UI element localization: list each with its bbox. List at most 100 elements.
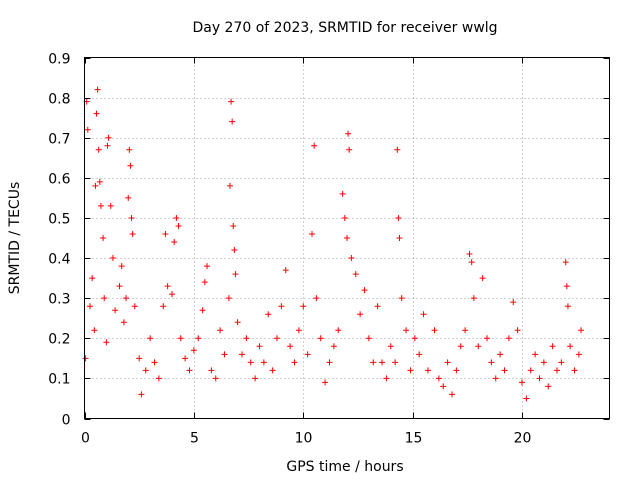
y-tick-label: 0.8 — [48, 92, 70, 108]
data-point — [239, 351, 245, 358]
data-point — [226, 182, 233, 189]
data-point — [497, 351, 504, 358]
data-point — [374, 303, 381, 310]
x-tick-label: 20 — [514, 431, 532, 447]
y-tick-label: 0.6 — [48, 172, 70, 188]
data-point — [562, 259, 569, 266]
data-point — [431, 327, 438, 334]
data-point — [394, 146, 401, 153]
data-point — [523, 395, 530, 402]
data-point — [195, 335, 202, 342]
data-point — [112, 307, 119, 314]
x-tick-label: 10 — [295, 431, 313, 447]
data-point — [256, 343, 263, 350]
axis-ticks — [84, 57, 610, 420]
data-point — [95, 146, 102, 153]
data-point — [407, 367, 414, 374]
data-point — [199, 307, 206, 314]
data-point — [395, 214, 402, 221]
data-point — [229, 118, 236, 125]
data-point — [370, 359, 377, 366]
y-tick-label: 0.2 — [48, 332, 70, 348]
y-tick-label: 0.4 — [48, 252, 70, 268]
data-point — [228, 98, 235, 105]
data-point — [387, 343, 394, 350]
data-point — [435, 375, 442, 382]
data-point — [182, 355, 189, 362]
data-point — [564, 303, 571, 310]
data-point — [514, 327, 521, 334]
data-point — [109, 255, 116, 262]
data-point — [217, 327, 224, 334]
data-points — [82, 86, 585, 402]
data-point — [231, 247, 238, 254]
data-point — [190, 347, 197, 354]
data-point — [252, 375, 259, 382]
data-point — [86, 303, 93, 310]
y-tick-label: 0.9 — [48, 52, 70, 68]
data-point — [479, 275, 486, 282]
data-point — [274, 335, 280, 342]
data-point — [398, 295, 405, 302]
data-point — [462, 327, 469, 334]
data-point — [243, 335, 250, 342]
data-point — [155, 375, 162, 382]
data-point — [339, 190, 346, 197]
data-point — [411, 335, 418, 342]
data-point — [160, 303, 167, 310]
data-point — [567, 343, 574, 350]
data-point — [120, 319, 127, 326]
data-point — [468, 259, 475, 266]
data-point — [344, 235, 350, 241]
data-point — [208, 367, 215, 374]
data-point — [105, 134, 112, 141]
data-point — [453, 367, 460, 374]
data-point — [488, 359, 495, 366]
data-point — [449, 391, 455, 398]
data-point — [475, 343, 482, 350]
data-point — [123, 295, 130, 302]
data-point — [346, 146, 353, 153]
data-point — [578, 327, 585, 334]
data-point — [536, 375, 543, 382]
data-point — [82, 355, 89, 362]
data-point — [345, 130, 352, 137]
data-point — [322, 379, 329, 386]
data-point — [300, 303, 307, 310]
data-point — [510, 299, 517, 306]
data-point — [126, 146, 133, 153]
plot-frame — [84, 57, 610, 419]
data-point — [527, 367, 534, 374]
data-point — [136, 355, 143, 362]
data-point — [89, 275, 96, 282]
y-tick-label: 0 — [62, 413, 71, 429]
data-point — [260, 359, 267, 366]
data-point — [234, 319, 241, 326]
grid — [84, 57, 610, 419]
data-point — [532, 351, 539, 358]
data-point — [383, 375, 390, 382]
data-point — [313, 295, 320, 302]
data-point — [304, 351, 311, 358]
data-point — [164, 283, 171, 290]
data-point — [563, 283, 570, 290]
data-point — [571, 367, 578, 374]
data-point — [186, 367, 193, 374]
x-tick-label: 0 — [81, 431, 90, 447]
data-point — [103, 339, 110, 346]
data-point — [501, 367, 508, 374]
y-tick-label: 0.1 — [48, 372, 70, 388]
data-point — [91, 327, 98, 334]
data-point — [97, 202, 104, 209]
data-point — [554, 367, 560, 374]
y-tick-label: 0.5 — [48, 212, 70, 228]
data-point — [545, 383, 552, 390]
data-point — [519, 379, 525, 386]
data-point — [116, 283, 123, 290]
data-point — [92, 182, 99, 189]
data-point — [457, 343, 464, 350]
data-point — [147, 335, 154, 342]
data-point — [84, 126, 91, 133]
data-point — [326, 359, 333, 366]
